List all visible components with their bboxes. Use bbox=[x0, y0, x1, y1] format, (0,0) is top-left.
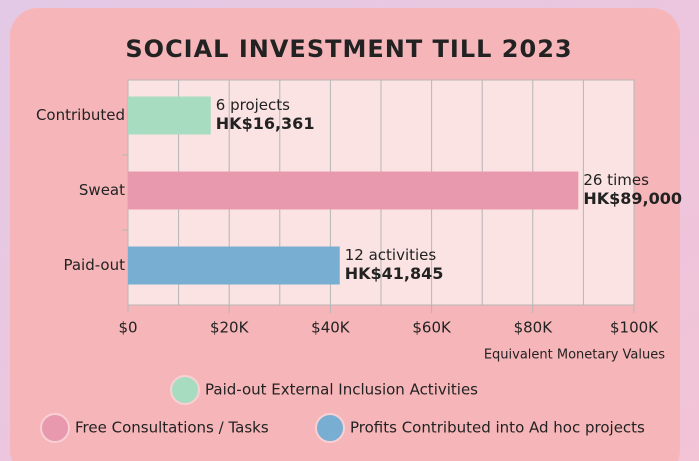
legend-swatch bbox=[315, 413, 345, 443]
x-tick-label: $0 bbox=[118, 319, 137, 337]
legend-label: Paid-out External Inclusion Activities bbox=[205, 381, 478, 399]
x-tick-label: $60K bbox=[412, 319, 452, 337]
axis-label: Equivalent Monetary Values bbox=[484, 348, 665, 363]
y-tick-label: Contributed bbox=[36, 106, 125, 124]
y-tick-label: Paid-out bbox=[63, 256, 125, 274]
annotation: 12 activities bbox=[345, 246, 437, 264]
chart-title: SOCIAL INVESTMENT TILL 2023 bbox=[125, 35, 572, 63]
legend-swatch bbox=[170, 375, 200, 405]
bar bbox=[128, 246, 340, 285]
legend-swatch bbox=[40, 413, 70, 443]
annotation: 6 projects bbox=[216, 96, 290, 114]
x-tick-label: $100K bbox=[610, 319, 659, 337]
value-label: HK$89,000 bbox=[583, 189, 682, 208]
value-label: HK$41,845 bbox=[345, 264, 444, 283]
value-label: HK$16,361 bbox=[216, 114, 315, 133]
legend-label: Free Consultations / Tasks bbox=[75, 419, 269, 437]
x-tick-label: $20K bbox=[210, 319, 250, 337]
x-tick-label: $80K bbox=[514, 319, 554, 337]
bar bbox=[128, 96, 211, 135]
annotation: 26 times bbox=[583, 171, 649, 189]
x-tick-label: $40K bbox=[311, 319, 351, 337]
bar bbox=[128, 171, 579, 210]
y-tick-label: Sweat bbox=[79, 181, 125, 199]
legend-label: Profits Contributed into Ad hoc projects bbox=[350, 419, 645, 437]
